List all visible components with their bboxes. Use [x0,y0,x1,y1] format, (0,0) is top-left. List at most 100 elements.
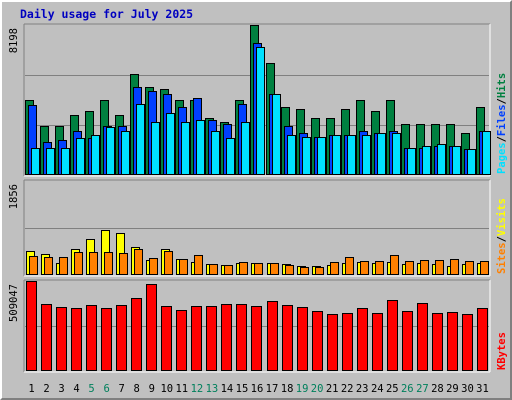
bar-kbytes-day-25-body [387,300,398,371]
bar-sites-day-4-body [74,252,83,275]
bar-sites-day-31 [480,261,489,275]
bar-sites-day-23-body [360,261,369,275]
bar-kbytes-day-26-body [402,311,413,371]
x-tick-label-day-20: 20 [311,383,324,395]
bar-kbytes-day-22 [342,313,353,371]
bar-sites-day-22-body [345,257,354,275]
bar-kbytes-day-1 [26,281,37,371]
bar-pages-day-18-outline [287,135,296,175]
bar-sites-day-12-outline [194,255,203,275]
bar-pages-day-28 [437,144,446,175]
bar-sites-day-18 [285,265,294,275]
bar-pages-day-28-outline [437,144,446,175]
bar-sites-day-15-outline [239,262,248,275]
bar-sites-day-11-body [179,259,188,275]
bar-pages-day-23-outline [362,135,371,175]
bar-sites-day-31-outline [480,261,489,275]
x-tick-label-day-26: 26 [401,383,414,395]
bar-sites-day-1 [29,256,38,275]
bar-kbytes-day-9-body [146,284,157,371]
bar-kbytes-day-25-outline [387,300,398,371]
bar-pages-day-26-body [407,148,416,175]
x-tick-label-day-24: 24 [371,383,384,395]
bar-kbytes-day-5-body [86,305,97,371]
bar-pages-day-12 [196,120,205,175]
bar-sites-day-24-outline [375,261,384,275]
bar-sites-day-7-outline [119,253,128,275]
bar-pages-day-23-body [362,135,371,175]
bar-pages-day-16-outline [256,47,265,175]
bar-sites-day-18-body [285,265,294,275]
bar-pages-day-18-body [287,135,296,175]
bar-kbytes-day-11-body [176,310,187,371]
bar-kbytes-day-30-body [462,314,473,371]
bar-sites-day-3-outline [59,257,68,275]
y-max-label-0: 8198 [8,28,20,53]
bar-kbytes-day-23-body [357,308,368,371]
bar-kbytes-day-29-outline [447,312,458,371]
bar-sites-day-8-outline [134,249,143,275]
bar-sites-day-1-body [29,256,38,275]
bar-sites-day-30-body [465,261,474,275]
bar-kbytes-day-24 [372,313,383,371]
bar-sites-day-22 [345,257,354,275]
x-tick-label-day-28: 28 [431,383,444,395]
bar-pages-day-30-body [467,149,476,175]
bar-kbytes-day-20-body [312,311,323,371]
bar-pages-day-17 [272,94,281,175]
bar-pages-day-20-body [317,137,326,175]
bar-pages-day-29 [452,146,461,175]
bar-pages-day-13 [211,131,220,175]
legend-word-0-0: Pages [496,142,508,174]
bar-sites-day-26 [405,261,414,275]
x-tick-label-day-11: 11 [175,383,188,395]
bar-pages-day-29-body [452,146,461,175]
bar-kbytes-day-28-outline [432,313,443,371]
bar-kbytes-day-5-outline [86,305,97,371]
bar-pages-day-3-outline [61,148,70,175]
bar-pages-day-9 [151,122,160,175]
bar-sites-day-14 [224,265,233,275]
bar-pages-day-31-body [482,131,491,175]
x-tick-label-day-13: 13 [206,383,219,395]
bar-kbytes-day-1-outline [26,281,37,371]
bar-kbytes-day-26 [402,311,413,371]
bar-pages-day-31 [482,131,491,175]
x-tick-label-day-3: 3 [58,383,64,395]
bar-sites-day-5-body [89,252,98,275]
bar-sites-day-5-outline [89,252,98,275]
bar-kbytes-day-15-body [236,304,247,371]
legend-word-0-2: Files [496,104,508,136]
bar-kbytes-day-5 [86,305,97,371]
series-legend-1: Sites/Visits [496,198,508,274]
bar-pages-day-22 [347,135,356,175]
bar-kbytes-day-4-body [71,308,82,371]
x-tick-label-day-7: 7 [119,383,125,395]
bar-sites-day-11-outline [179,259,188,275]
bar-kbytes-day-13-outline [206,306,217,371]
bar-pages-day-24-outline [377,133,386,175]
bar-kbytes-day-21-body [327,314,338,371]
bar-kbytes-day-27 [417,303,428,371]
bar-sites-day-25-outline [390,255,399,275]
bar-pages-day-12-body [196,120,205,175]
y-max-label-2: 509047 [8,284,20,322]
bar-pages-day-4-body [76,138,85,175]
bar-sites-day-30-outline [465,261,474,275]
bar-kbytes-day-16-body [251,306,262,371]
bar-pages-day-19-outline [302,137,311,175]
bar-kbytes-day-28 [432,313,443,371]
bar-pages-day-30 [467,149,476,175]
bar-pages-day-13-body [211,131,220,175]
bar-kbytes-day-30 [462,314,473,371]
bar-sites-day-31-body [480,261,489,275]
bar-pages-day-19-body [302,137,311,175]
bar-kbytes-day-9 [146,284,157,371]
bar-sites-day-9-outline [149,258,158,275]
bar-kbytes-day-3-outline [56,307,67,371]
bar-pages-day-25-outline [392,133,401,175]
bar-sites-day-17 [270,263,279,275]
bar-pages-day-7-body [121,131,130,175]
bar-sites-day-14-body [224,265,233,275]
bar-sites-day-9-body [149,258,158,275]
